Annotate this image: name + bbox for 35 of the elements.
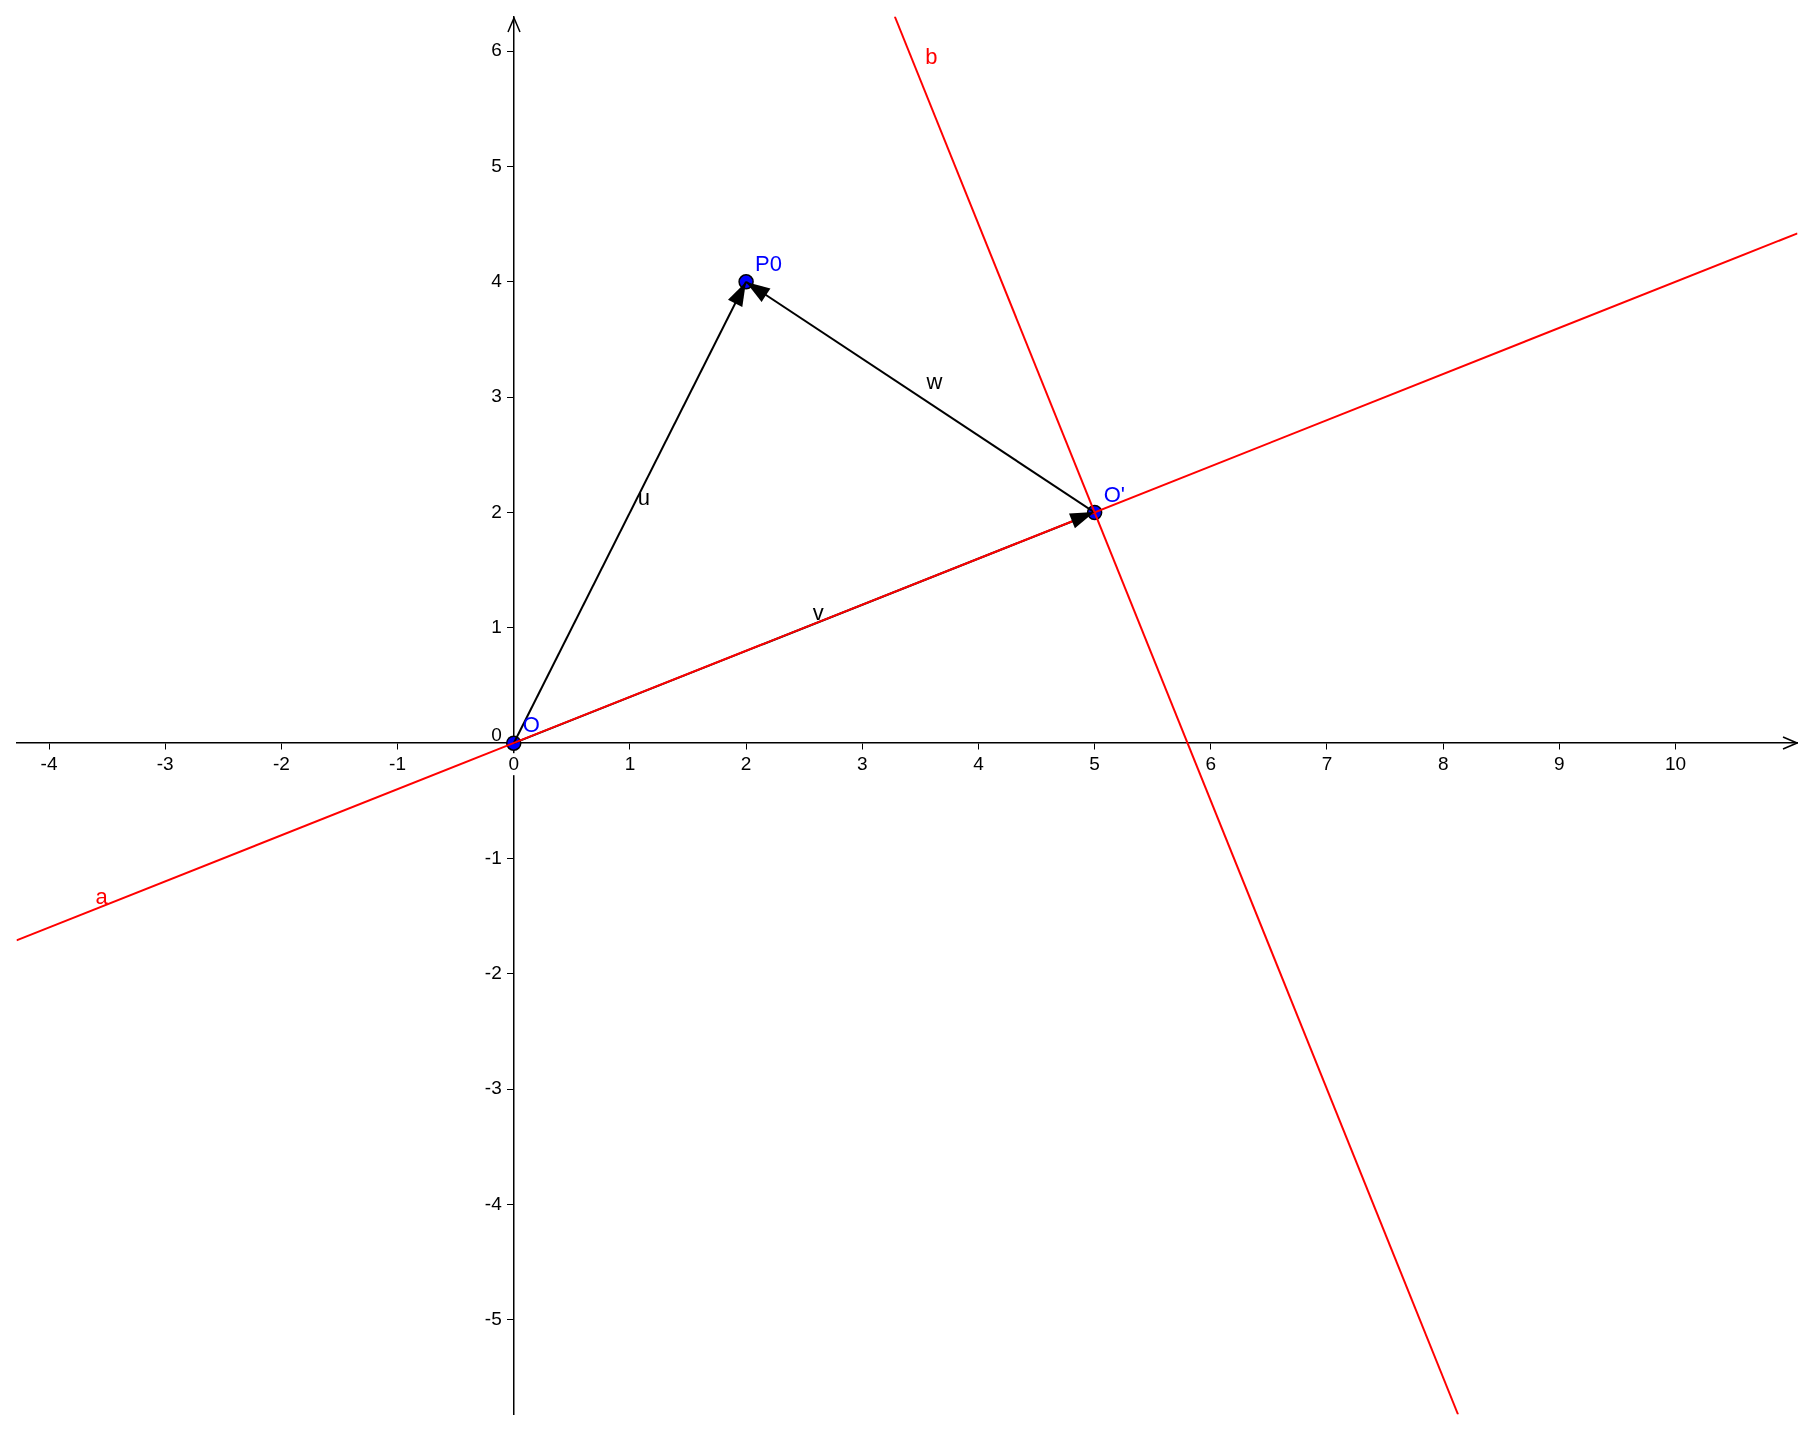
series-label: O' <box>1103 481 1125 507</box>
x-tick-label: 1 <box>624 752 636 774</box>
x-tick-label: 2 <box>740 752 752 774</box>
x-tick-label: 10 <box>1664 752 1687 774</box>
x-tick-label: -2 <box>272 752 290 774</box>
series-label: w <box>925 369 943 395</box>
y-tick-label: -5 <box>484 1308 502 1330</box>
series-label: a <box>95 884 109 910</box>
y-tick-label: -3 <box>484 1077 502 1099</box>
y-tick-label: 1 <box>491 616 502 638</box>
x-tick-label: 9 <box>1554 752 1565 774</box>
x-tick-label: 6 <box>1205 752 1217 774</box>
x-tick-label: 5 <box>1089 752 1100 774</box>
x-tick-label: 4 <box>973 752 985 774</box>
y-tick-label: 5 <box>491 154 502 176</box>
y-tick-label: 3 <box>491 385 502 407</box>
x-tick-label: 0 <box>508 752 520 774</box>
y-tick-label: -4 <box>484 1192 503 1214</box>
x-tick-label: 7 <box>1321 752 1333 774</box>
series-label: v <box>812 599 824 625</box>
x-tick-label: 8 <box>1437 752 1449 774</box>
series-label: O <box>522 712 540 738</box>
x-tick-label: -4 <box>40 752 58 774</box>
series-label: P0 <box>755 250 783 276</box>
y-tick-label: 6 <box>491 39 502 61</box>
y-tick-label: 4 <box>491 270 503 292</box>
series-label: u <box>637 484 651 510</box>
series-label: b <box>925 44 938 70</box>
y-tick-label: 0 <box>491 724 502 746</box>
x-tick-label: -3 <box>156 752 174 774</box>
y-tick-label: -1 <box>484 846 502 868</box>
x-tick-label: -1 <box>389 752 407 774</box>
y-tick-label: 2 <box>491 500 502 522</box>
x-tick-label: 3 <box>856 752 868 774</box>
y-tick-label: -2 <box>484 962 502 984</box>
